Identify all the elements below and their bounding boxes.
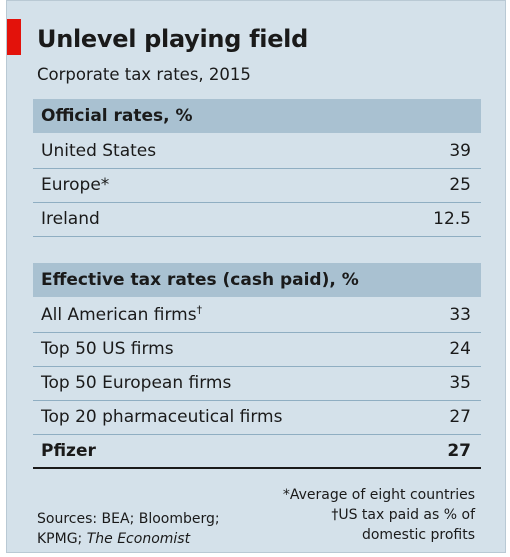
dagger-marker: † (196, 303, 203, 317)
row-value: 24 (449, 339, 471, 359)
table-row: Top 50 European firms 35 (33, 367, 481, 401)
chart-title: Unlevel playing field (37, 25, 308, 53)
sources: Sources: BEA; Bloomberg; KPMG; The Econo… (37, 509, 220, 549)
footnote-us-tax: †US tax paid as % of (331, 507, 475, 523)
row-value: 25 (449, 175, 471, 195)
table-row: Europe* 25 (33, 169, 481, 203)
footnote-europe: *Average of eight countries (282, 487, 475, 503)
table-row: Top 50 US firms 24 (33, 333, 481, 367)
row-label: Top 50 US firms (41, 339, 174, 359)
sources-economist: The Economist (86, 531, 191, 547)
row-label: Ireland (41, 209, 100, 229)
row-label: Europe* (41, 175, 110, 195)
row-value: 35 (449, 373, 471, 393)
row-label: Top 50 European firms (41, 373, 232, 393)
row-value: 39 (449, 141, 471, 161)
chart-card: Unlevel playing field Corporate tax rate… (6, 0, 506, 553)
section-header-official: Official rates, % (33, 99, 481, 133)
section-header-effective: Effective tax rates (cash paid), % (33, 263, 481, 297)
brand-tab (7, 19, 21, 55)
sources-line-1: Sources: BEA; Bloomberg; (37, 511, 220, 527)
row-value: 33 (449, 305, 471, 325)
table-row: United States 39 (33, 135, 481, 169)
table-row: All American firms† 33 (33, 299, 481, 333)
chart-subtitle: Corporate tax rates, 2015 (37, 65, 251, 84)
row-label: All American firms† (41, 303, 203, 325)
table-row-pfizer: Pfizer 27 (33, 435, 481, 469)
row-label: Top 20 pharmaceutical firms (41, 407, 283, 427)
table-row: Top 20 pharmaceutical firms 27 (33, 401, 481, 435)
footnote-us-tax-cont: domestic profits (361, 527, 475, 543)
row-value: 12.5 (433, 209, 471, 229)
footnotes: *Average of eight countries †US tax paid… (283, 485, 475, 545)
row-value: 27 (449, 407, 471, 427)
row-label: Pfizer (41, 441, 96, 461)
row-value: 27 (447, 441, 471, 461)
table-row: Ireland 12.5 (33, 203, 481, 237)
row-label: United States (41, 141, 157, 161)
sources-line-2: KPMG; The Economist (37, 531, 191, 547)
